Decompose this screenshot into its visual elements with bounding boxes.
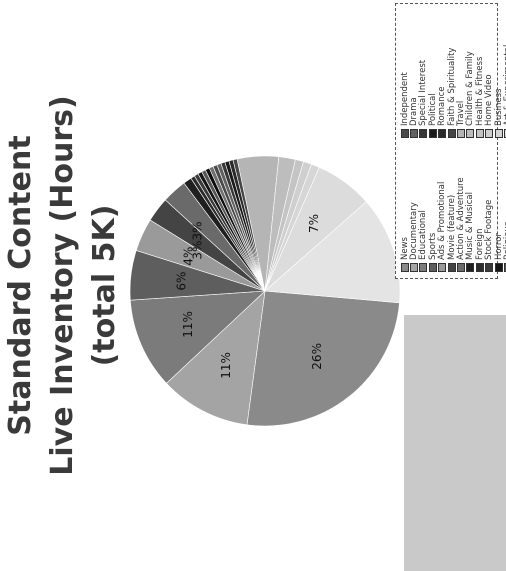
legend-item: Independent — [400, 2, 410, 138]
legend-swatch — [447, 129, 456, 138]
legend-swatch — [457, 263, 466, 272]
legend-item: Horror — [494, 136, 504, 272]
legend-column-2: Independent Drama Special Interest Politica… — [400, 2, 506, 138]
legend-item: Political — [428, 2, 438, 138]
pie-slice-3 — [129, 290, 266, 384]
pie-data-label-5: 4% — [181, 247, 195, 266]
legend-swatch — [457, 129, 466, 138]
legend-item: Home Video — [484, 2, 494, 138]
legend-item: Music & Musical — [465, 136, 475, 272]
legend-swatch — [419, 129, 428, 138]
legend-swatch — [475, 129, 484, 138]
legend-item: Drama — [409, 2, 419, 138]
legend-item: Special Interest — [418, 2, 428, 138]
legend-swatch — [400, 129, 409, 138]
pie-slice-27 — [264, 201, 401, 304]
legend-item: Movie (feature) — [447, 136, 457, 272]
legend-swatch — [428, 263, 437, 272]
legend-swatch — [438, 263, 447, 272]
legend-item: Documentary — [409, 136, 419, 272]
legend-swatch — [466, 263, 475, 272]
legend-item: Stock Footage — [484, 136, 494, 272]
legend-item: News — [400, 136, 410, 272]
legend-item: Travel — [456, 2, 466, 138]
legend-swatch — [428, 129, 437, 138]
pie-slice-2 — [166, 290, 266, 426]
gray-shaded-block: 2006 — [404, 315, 506, 571]
legend-item: Educational — [418, 136, 428, 272]
pie-slice-1 — [246, 290, 400, 427]
legend-swatch — [438, 129, 447, 138]
legend-swatch — [494, 129, 503, 138]
legend-item: Foreign — [475, 136, 485, 272]
legend-swatch — [400, 263, 409, 272]
legend-item: Sports — [428, 136, 438, 272]
pie-data-label-2: 11% — [219, 352, 233, 379]
pie-data-label-3: 11% — [181, 311, 195, 338]
legend-column-1: News Documentary Educational Sports Ads & Pr… — [400, 136, 506, 272]
legend-swatch — [410, 129, 419, 138]
legend-item: Business — [494, 2, 504, 138]
pie-data-label-6: 3%3% — [191, 221, 205, 259]
chart-legend: News Documentary Educational Sports Ads & Pr… — [395, 3, 506, 279]
legend-item: Faith & Spirituality — [447, 2, 457, 138]
legend-item: Ads & Promotional — [437, 136, 447, 272]
legend-swatch — [466, 129, 475, 138]
legend-item: Health & Fitness — [475, 2, 485, 138]
legend-swatch — [447, 263, 456, 272]
pie-data-label-1: 26% — [310, 343, 324, 370]
legend-item: Romance — [437, 2, 447, 138]
legend-swatch — [485, 263, 494, 272]
legend-item: Action & Adventure — [456, 136, 466, 272]
legend-swatch — [485, 129, 494, 138]
pie-data-label-7: 7% — [307, 214, 321, 233]
legend-swatch — [410, 263, 419, 272]
legend-swatch — [419, 263, 428, 272]
legend-swatch — [494, 263, 503, 272]
pie-data-label-4: 6% — [174, 272, 188, 291]
legend-swatch — [475, 263, 484, 272]
legend-item: Children & Family — [465, 2, 475, 138]
